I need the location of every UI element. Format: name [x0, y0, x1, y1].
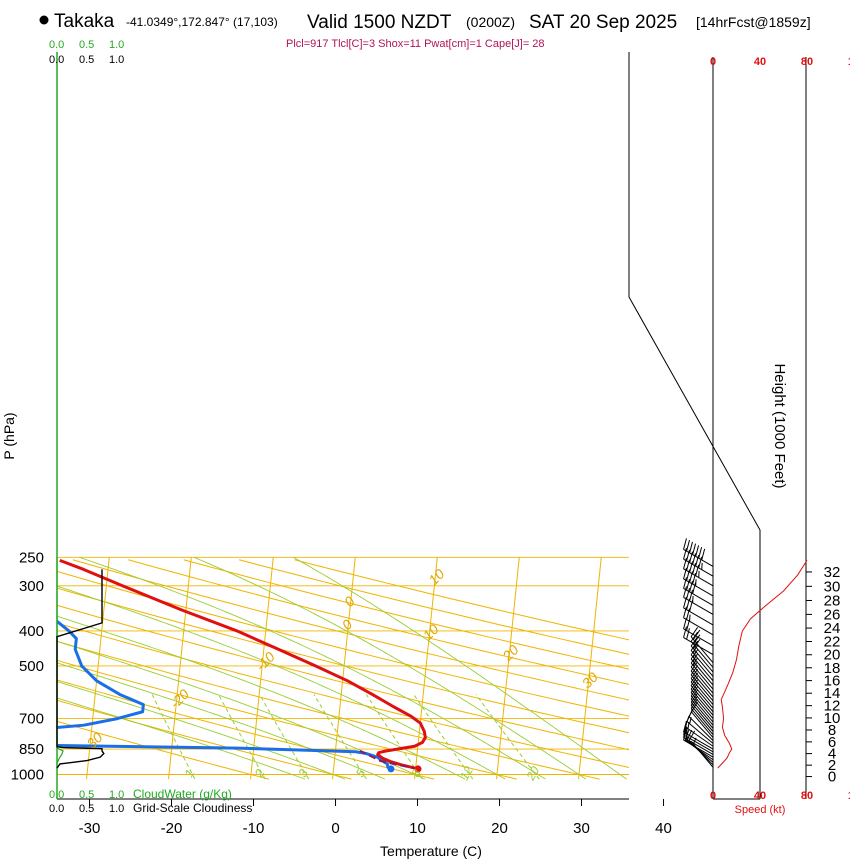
pressure-tick-label: 700 — [19, 711, 44, 728]
pressure-tick-label: 250 — [19, 549, 44, 566]
wind-panel: 00404080801212 — [629, 52, 850, 802]
station-dot — [40, 16, 49, 25]
isotherm-30 — [579, 557, 602, 779]
pressure-tick-label: 500 — [19, 658, 44, 675]
dry-adiabat-90 — [128, 560, 850, 779]
mixing-ratio-label: 12 — [457, 764, 476, 783]
cloudwater-axis-label: CloudWater (g/Kg) — [133, 787, 232, 801]
wind-barbs — [684, 538, 713, 767]
temperature-tick-label: 30 — [573, 820, 590, 837]
cloudiness-tick-bottom: 1.0 — [109, 803, 124, 815]
barb-feather — [699, 547, 702, 558]
cloudiness-tick-top: 0.5 — [79, 54, 94, 66]
dewpoint-line — [0, 560, 391, 769]
speed-tick-top: 80 — [801, 56, 813, 68]
cloudiness-tick-bottom: 0.5 — [79, 803, 94, 815]
moist-adiabat-35 — [293, 557, 626, 779]
temperature-tick-label: 0 — [331, 820, 339, 837]
valid-time: Valid 1500 NZDT — [307, 12, 452, 33]
sounding-indices: Plcl=917 Tlcl[C]=3 Shox=11 Pwat[cm]=1 Ca… — [286, 38, 545, 50]
moist-adiabat-30 — [194, 557, 586, 779]
barb-feather — [687, 540, 690, 551]
height-tick-label: 32 — [824, 564, 841, 581]
speed-tick-top: 0 — [710, 56, 716, 68]
isotherm-40 — [661, 557, 684, 779]
barb-shaft — [684, 638, 713, 655]
wind-speed — [718, 560, 807, 768]
cloud-axis-labels: 0.0 0.0 0.5 0.5 1.0 1.0 0.0 0.0 0.5 0.5 1.0 1.0 Clou… — [49, 39, 252, 815]
cloudwater-tick-bottom: 0.5 — [79, 789, 94, 801]
cloudiness-tick-top: 1.0 — [109, 54, 124, 66]
temperature-tick-label: 40 — [655, 820, 672, 837]
isotherm-label: -20 — [166, 686, 192, 712]
forecast-info: [14hrFcst@1859z] — [696, 14, 811, 30]
barb-feather — [690, 542, 693, 553]
cloudwater-tick-top: 1.0 — [109, 39, 124, 51]
barb-shaft — [684, 629, 713, 646]
cloudiness-tick-bottom: 0.0 — [49, 803, 64, 815]
station-coords: -41.0349°,172.847° (17,103) — [126, 15, 278, 29]
isotherm-label: 0 — [341, 593, 358, 610]
x-axis-label: Temperature (C) — [380, 843, 482, 859]
main-panel-frame — [57, 52, 629, 799]
dry-adiabat-110 — [239, 560, 850, 779]
mixing-ratio-3 — [260, 694, 309, 779]
cloudiness-axis-label: Grid-Scale Cloudiness — [133, 801, 252, 815]
temperature-tick-label: 10 — [409, 820, 426, 837]
speed-tick-bottom: 40 — [754, 790, 766, 802]
surface-dewpoint-point — [387, 765, 394, 772]
height-axis-label: Height (1000 Feet) — [771, 363, 788, 488]
valid-date: SAT 20 Sep 2025 — [529, 12, 677, 33]
temperature-tick-label: 20 — [491, 820, 508, 837]
isotherm-label: 30 — [579, 669, 601, 691]
barb-feather — [696, 545, 699, 556]
pressure-tick-label: 300 — [19, 578, 44, 595]
barb-feather — [702, 549, 705, 560]
wind-barb — [684, 568, 713, 596]
speed-axis-label: Speed (kt) — [735, 804, 786, 816]
mixing-ratio-label: 1 — [182, 767, 197, 780]
pressure-tick-label: 850 — [19, 741, 44, 758]
isotherm-label: 20 — [499, 641, 522, 664]
barb-feather — [684, 538, 687, 549]
cloudwater-tick-bottom: 1.0 — [109, 789, 124, 801]
pressure-tick-label: 1000 — [11, 767, 44, 784]
temperature-tick-label: -20 — [161, 820, 183, 837]
barb-feather — [693, 544, 696, 555]
speed-tick-top: 40 — [754, 56, 766, 68]
barb-shaft — [684, 608, 713, 625]
temperature-tick-label: -10 — [243, 820, 265, 837]
cloudwater-tick-top: 0.5 — [79, 39, 94, 51]
cloudwater-tick-top: 0.0 — [49, 39, 64, 51]
speed-tick-bottom: 0 — [710, 790, 716, 802]
utc-time: (0200Z) — [466, 14, 515, 30]
cloudwater-tick-bottom: 0.0 — [49, 789, 64, 801]
isotherm-label: 10 — [425, 565, 447, 587]
cloudiness-tick-top: 0.0 — [49, 54, 64, 66]
pressure-tick-label: 400 — [19, 623, 44, 640]
isotherm-label: -10 — [252, 648, 278, 674]
isotherm-20 — [497, 557, 520, 779]
speed-line — [718, 560, 807, 768]
station-name: Takaka — [54, 11, 115, 32]
isotherm-0 — [333, 557, 356, 779]
speed-tick-bottom: 80 — [801, 790, 813, 802]
y-axis-label: P (hPa) — [1, 412, 17, 459]
temperature-tick-label: -30 — [79, 820, 101, 837]
